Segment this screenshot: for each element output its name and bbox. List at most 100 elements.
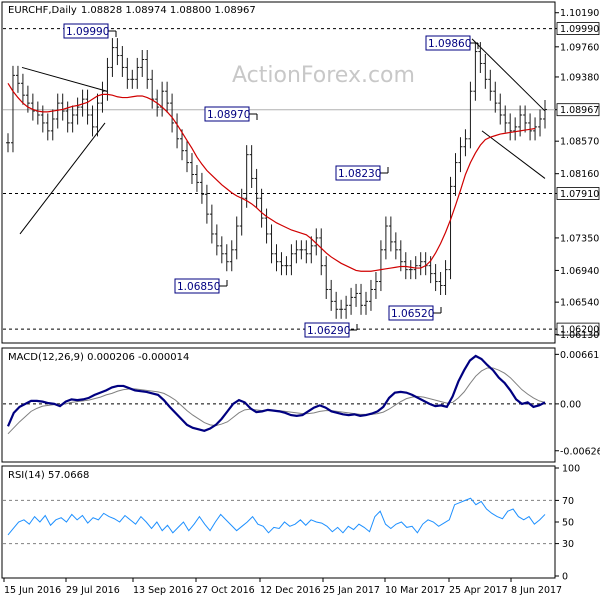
price-bar [130, 69, 135, 89]
price-bar [10, 65, 15, 153]
price-axis-tick: 1.06130 [555, 330, 599, 341]
trend-line-0 [21, 66, 108, 92]
price-bar [538, 109, 543, 137]
price-bar [344, 295, 349, 319]
price-axis-tick: 1.09760 [555, 42, 599, 53]
price-bar [334, 291, 339, 319]
price-axis-tick: 1.08967 [555, 103, 600, 116]
price-bar [110, 38, 115, 77]
price-bar [528, 113, 533, 141]
rsi-pane-frame [1, 465, 556, 579]
price-bar [339, 299, 344, 319]
price-axis-tick: 1.07350 [555, 233, 599, 244]
price-annotation: 1.08230 [335, 165, 389, 181]
price-bar [150, 69, 155, 109]
macd-axis-tick: 0.006618 [555, 350, 600, 361]
date-axis-tick: 25 Jan 2017 [322, 578, 380, 596]
price-axis-tick-label: 1.07350 [560, 233, 599, 244]
price-bar [95, 93, 100, 137]
price-bar [80, 89, 85, 117]
price-bar [60, 93, 65, 121]
macd-axis-tick-label: 0.006618 [560, 350, 600, 361]
price-bar [65, 101, 70, 133]
price-annotation-label: 1.08230 [338, 168, 381, 180]
price-bar [20, 73, 25, 105]
price-annotation-box [335, 165, 381, 181]
date-axis-tick: 13 Sep 2016 [132, 578, 193, 596]
price-bar [498, 93, 503, 125]
price-bar [75, 97, 80, 125]
price-axis-tick-label: 1.06540 [560, 298, 599, 309]
price-bar [383, 216, 388, 260]
axes: 1.10190 1.09990 1.09760 1.09380 1.08967 1.085… [3, 8, 600, 596]
price-axis-tick: 1.09990 [555, 22, 600, 35]
price-bar [249, 145, 254, 188]
date-axis-tick-label: 12 Dec 2016 [260, 585, 321, 596]
rsi-title: RSI(14) 57.0668 [8, 470, 89, 481]
price-bar [349, 287, 354, 315]
macd-pane-frame [1, 347, 556, 463]
price-bar [204, 184, 209, 224]
price-bar [324, 256, 329, 299]
price-bar [25, 85, 30, 113]
price-axis-tick-box [556, 22, 600, 35]
price-bar [219, 236, 224, 264]
price-axis-tick-label: 1.08570 [560, 137, 599, 148]
price-bar [170, 93, 175, 133]
date-axis-tick-label: 25 Apr 2017 [449, 585, 508, 596]
price-bar [50, 109, 55, 141]
price-axis-tick-label: 1.08160 [560, 169, 599, 180]
price-bar [259, 188, 264, 228]
date-axis-tick: 27 Oct 2016 [195, 578, 255, 596]
price-bar [468, 81, 473, 149]
date-axis-tick: 12 Dec 2016 [259, 578, 321, 596]
price-axis-tick: 1.08570 [555, 137, 599, 148]
price-bar [15, 65, 20, 93]
price-annotation-label: 1.06290 [307, 325, 350, 337]
macd-line [6, 354, 546, 432]
rsi-line [7, 497, 546, 536]
price-bar [543, 99, 547, 129]
macd-axis-tick-label: 0.00 [560, 399, 581, 410]
price-bar [478, 42, 483, 73]
main-pane-frame [1, 1, 556, 344]
price-annotation-box [174, 278, 220, 294]
macd-axis-tick: -0.006265 [555, 446, 600, 457]
price-bar [453, 153, 458, 196]
price-bar [309, 236, 314, 264]
trend-line-3 [481, 130, 546, 179]
price-bar [433, 264, 438, 292]
price-bar [120, 46, 125, 77]
price-annotation: 1.06290 [304, 322, 358, 338]
price-bar [209, 204, 214, 244]
date-axis-tick-label: 10 Mar 2017 [385, 585, 445, 596]
price-bar [463, 129, 468, 157]
price-bar [373, 272, 378, 299]
rsi-axis-tick: 70 [555, 496, 574, 507]
price-axis-tick-label: 1.06200 [560, 325, 599, 336]
price-axis-tick-label: 1.08967 [560, 105, 599, 116]
price-bar [180, 129, 185, 161]
date-axis-tick: 15 Jun 2016 [3, 578, 61, 596]
price-bar [359, 283, 364, 315]
date-axis-tick-label: 29 Jul 2016 [66, 585, 120, 596]
date-axis-tick-label: 27 Oct 2016 [196, 585, 255, 596]
chart-header: EURCHF,Daily 1.08828 1.08974 1.08800 1.08… [8, 5, 256, 16]
price-bar [388, 216, 393, 252]
price-annotation-box [388, 305, 434, 321]
rsi-axis-tick: 0 [555, 572, 568, 583]
price-axis-tick: 1.06540 [555, 298, 599, 309]
price-bar [115, 38, 120, 66]
price-bar [45, 113, 50, 141]
price-bar [438, 272, 443, 296]
price-bar [513, 117, 518, 141]
price-annotation-box [425, 35, 471, 51]
price-annotation-label: 1.09860 [428, 38, 471, 50]
price-bar [70, 105, 75, 133]
date-axis-tick-label: 25 Jan 2017 [323, 585, 380, 596]
price-bar [503, 105, 508, 133]
date-axis-tick: 8 Jun 2017 [510, 578, 562, 596]
date-axis-tick: 25 Apr 2017 [448, 578, 508, 596]
price-bar [264, 208, 269, 244]
